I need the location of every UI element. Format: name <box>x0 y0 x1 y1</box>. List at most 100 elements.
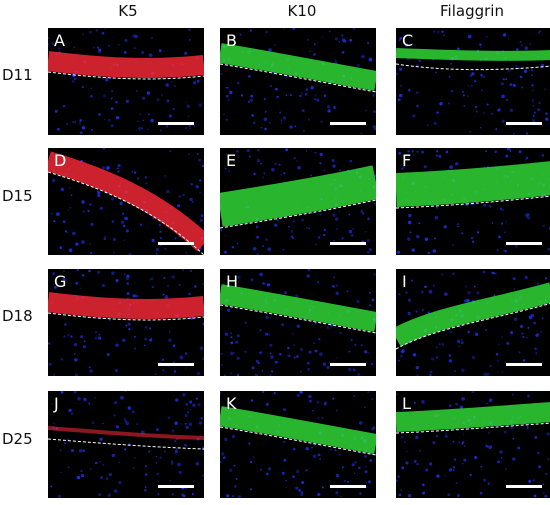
nucleus-dot <box>168 114 172 118</box>
nucleus-dot <box>231 246 234 249</box>
nucleus-dot <box>88 402 91 405</box>
nucleus-dot <box>438 154 442 158</box>
nucleus-dot <box>456 47 460 51</box>
nucleus-dot <box>397 359 400 362</box>
nucleus-dot <box>125 229 129 233</box>
nucleus-dot <box>100 476 103 479</box>
nucleus-dot <box>489 364 492 367</box>
nucleus-dot <box>118 481 122 485</box>
nucleus-dot <box>469 74 473 78</box>
nucleus-dot <box>117 164 121 168</box>
nucleus-dot <box>327 105 331 109</box>
nucleus-dot <box>543 88 546 91</box>
nucleus-dot <box>48 43 50 46</box>
nucleus-dot <box>462 433 465 435</box>
nucleus-dot <box>338 453 341 456</box>
nucleus-dot <box>135 294 139 298</box>
nucleus-dot <box>150 277 154 281</box>
nucleus-dot <box>526 337 529 339</box>
nucleus-dot <box>125 421 130 426</box>
nucleus-dot <box>362 212 365 215</box>
nucleus-dot <box>295 486 299 490</box>
nucleus-dot <box>454 458 457 461</box>
nucleus-dot <box>112 237 117 242</box>
nucleus-dot <box>269 343 273 347</box>
nucleus-dot <box>522 359 526 362</box>
nucleus-dot <box>119 201 123 206</box>
nucleus-dot <box>505 78 508 81</box>
nucleus-dot <box>520 44 523 47</box>
nucleus-dot <box>96 190 99 193</box>
nucleus-dot <box>398 493 402 497</box>
nucleus-dot <box>195 185 199 189</box>
nucleus-dot <box>151 285 155 289</box>
nucleus-dot <box>501 371 504 373</box>
nucleus-dot <box>415 435 419 439</box>
nucleus-dot <box>359 492 362 495</box>
scale-bar <box>158 363 194 366</box>
nucleus-dot <box>142 119 144 122</box>
nucleus-dot <box>168 338 172 342</box>
nucleus-dot <box>353 472 356 475</box>
nucleus-dot <box>543 492 545 494</box>
nucleus-dot <box>253 247 257 251</box>
scale-bar <box>330 485 366 488</box>
nucleus-dot <box>167 284 169 287</box>
nucleus-dot <box>164 175 167 177</box>
nucleus-dot <box>467 290 471 295</box>
nucleus-dot <box>485 35 488 38</box>
nucleus-dot <box>400 489 403 492</box>
nucleus-dot <box>80 335 84 339</box>
stain-band <box>396 48 550 61</box>
nucleus-dot <box>369 291 371 294</box>
nucleus-dot <box>274 223 278 227</box>
nucleus-dot <box>230 336 233 339</box>
nucleus-dot <box>469 473 472 477</box>
nucleus-dot <box>110 197 115 201</box>
nucleus-dot <box>335 60 337 62</box>
nucleus-dot <box>436 111 439 114</box>
nucleus-dot <box>364 350 368 354</box>
nucleus-dot <box>531 74 534 77</box>
nucleus-dot <box>164 295 169 299</box>
nucleus-dot <box>67 209 69 211</box>
nucleus-dot <box>236 150 239 153</box>
nucleus-dot <box>545 472 548 476</box>
nucleus-dot <box>521 86 524 89</box>
nucleus-dot <box>400 294 402 296</box>
nucleus-dot <box>495 353 499 356</box>
nucleus-dot <box>509 108 513 113</box>
scale-bar <box>506 485 542 488</box>
nucleus-dot <box>320 120 323 123</box>
nucleus-dot <box>226 87 229 89</box>
nucleus-dot <box>369 304 372 307</box>
nucleus-dot <box>530 69 534 72</box>
nucleus-dot <box>276 218 279 222</box>
nucleus-dot <box>524 275 528 280</box>
nucleus-dot <box>91 421 95 425</box>
nucleus-dot <box>459 405 464 409</box>
nucleus-dot <box>332 213 336 217</box>
nucleus-dot <box>226 494 230 498</box>
nucleus-dot <box>149 278 151 281</box>
nucleus-dot <box>174 421 178 425</box>
nucleus-dot <box>308 350 312 354</box>
nucleus-dot <box>297 166 301 170</box>
micrograph-image <box>396 391 550 498</box>
nucleus-dot <box>59 37 62 40</box>
nucleus-dot <box>469 130 472 133</box>
nucleus-dot <box>283 458 287 462</box>
nucleus-dot <box>408 89 411 92</box>
scale-bar <box>330 122 366 125</box>
stain-band <box>396 161 550 207</box>
nucleus-dot <box>510 331 513 335</box>
nucleus-dot <box>182 269 185 272</box>
nucleus-dot <box>323 94 327 98</box>
nucleus-dot <box>262 282 266 285</box>
nucleus-dot <box>89 203 92 206</box>
nucleus-dot <box>444 474 446 477</box>
nucleus-dot <box>269 352 272 355</box>
nucleus-dot <box>123 273 126 276</box>
nucleus-dot <box>158 223 162 227</box>
nucleus-dot <box>178 284 181 286</box>
